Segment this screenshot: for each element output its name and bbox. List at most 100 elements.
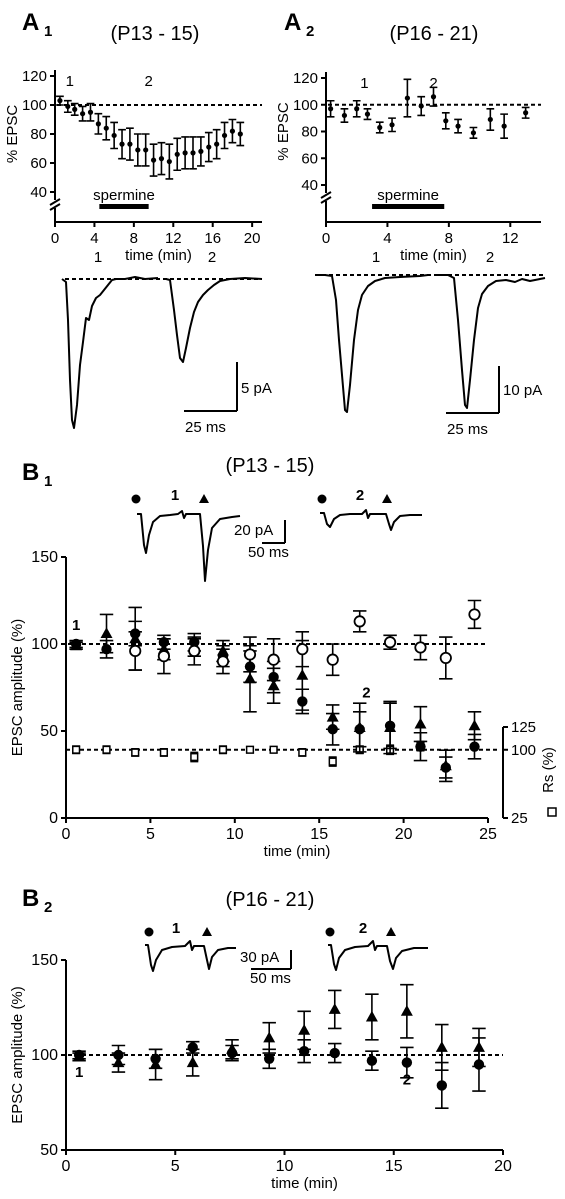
inset-label-b1-2: 2	[356, 487, 364, 504]
point-a1-0-3	[80, 111, 86, 117]
point-b2-0-9	[400, 1005, 413, 1016]
point-b2-1-2	[150, 1053, 161, 1065]
point-a1-0-0	[57, 98, 63, 104]
y-axis-label-a2: % EPSC	[275, 102, 292, 161]
x-tick-label-b1-1: 5	[146, 826, 155, 843]
x-axis-label-a1: time (min)	[125, 247, 192, 264]
rs-point-b1-5	[218, 745, 228, 754]
inset-triangle-icon-b2-2	[386, 927, 396, 936]
axis-break-a1-2	[49, 203, 61, 211]
inset-scale-x-label-b1: 50 ms	[248, 544, 289, 561]
point-b1-2-6	[296, 643, 309, 656]
plot-b1: 0 50 100 150 0 5 10 15 20 25 time (min) EPSC amplit…	[9, 549, 557, 860]
point-a2-0-8	[430, 94, 437, 100]
point-b1-2-2	[188, 644, 201, 658]
point-a2-0-12	[487, 116, 493, 123]
point-b1-1-11	[384, 720, 396, 731]
inset-scale-y-label-b2: 30 pA	[240, 949, 279, 966]
panel-sublabel-b2: 2	[44, 899, 52, 916]
y-tick-label-a2-4: 120	[293, 70, 318, 87]
panel-title-b1: (P13 - 15)	[226, 455, 315, 477]
inset-trace-b2-2	[328, 940, 428, 971]
y-tick-label-b1-0: 0	[49, 810, 58, 827]
point-a2-0-5	[389, 122, 395, 128]
inset-traces-b2: 1 2 30 pA 50 ms	[144, 920, 428, 987]
x-tick-label-b1-4: 20	[395, 826, 413, 843]
rs-point-b1-8	[298, 748, 307, 757]
scale-bar-x-label-a1: 25 ms	[185, 419, 226, 436]
y-tick-label-b1-1: 50	[40, 723, 58, 740]
y-axis-label-b2: EPSC amplitude (%)	[9, 986, 26, 1124]
point-a2-0-13	[501, 123, 507, 129]
point-a1-0-21	[221, 132, 228, 139]
panel-sublabel-a2: 2	[306, 23, 314, 40]
point-a1-0-11	[143, 147, 149, 153]
x-tick-label-b2-1: 5	[171, 1158, 180, 1175]
point-b1-2-0	[129, 644, 142, 658]
traces-a2: 1 2 10 pA 25 ms	[315, 249, 546, 438]
point-b1-1-8	[297, 696, 308, 707]
x-tick-label-a2-3: 12	[502, 230, 519, 247]
point-b1-1-13	[440, 762, 451, 773]
point-a1-0-13	[158, 156, 165, 162]
point-a1-0-15	[174, 151, 180, 157]
x-tick-label-a1-0: 0	[51, 230, 59, 247]
point-b2-1-7	[329, 1047, 340, 1059]
y-tick-label-a1-3: 100	[22, 97, 47, 114]
point-a1-0-22	[229, 128, 236, 134]
y-axis-label-b1: EPSC amplitude (%)	[9, 619, 26, 757]
marker-label-b1-0: 1	[72, 617, 80, 634]
panel-sublabel-b1: 1	[44, 473, 52, 490]
x-tick-label-b1-3: 15	[310, 826, 328, 843]
point-a1-0-2	[72, 106, 78, 112]
epsc-trace-a1-2	[165, 277, 263, 363]
point-b1-1-9	[327, 724, 338, 735]
x-tick-label-b2-0: 0	[62, 1158, 71, 1175]
panel-label-a1: A	[22, 9, 39, 36]
point-a1-0-23	[237, 131, 243, 137]
x-axis-label-b1: time (min)	[264, 843, 331, 860]
y-axis-label-a1: % EPSC	[4, 105, 21, 164]
x-tick-label-a1-3: 12	[165, 230, 182, 247]
y-tick-label-a2-0: 40	[301, 177, 318, 194]
point-a1-0-18	[198, 148, 204, 154]
inset-traces-b1: 1 2 20 pA 50 ms	[131, 487, 422, 582]
rs-tick-label-b1-1: 100	[511, 742, 536, 759]
point-b1-1-14	[469, 741, 480, 752]
axis-break-a2-2	[320, 196, 332, 204]
point-b2-0-6	[298, 1024, 311, 1035]
spermine-label-a1: spermine	[93, 187, 155, 204]
point-a1-0-16	[182, 150, 188, 156]
point-b1-2-9	[383, 636, 397, 649]
point-b1-2-3	[216, 655, 230, 668]
x-tick-label-b2-4: 20	[494, 1158, 512, 1175]
rs-point-b1-3	[159, 748, 169, 757]
marker-label-b2-0: 1	[75, 1064, 83, 1081]
spermine-bar-a1	[99, 204, 149, 209]
point-b1-2-11	[439, 651, 452, 665]
point-a2-0-6	[404, 95, 410, 101]
trace-label-a1-2: 2	[208, 249, 216, 266]
y-tick-label-a2-2: 80	[301, 124, 318, 141]
inset-trace-b1-1	[137, 510, 241, 582]
panel-b1: B 1 (P13 - 15) 0 50 100 150 0 5 10 15 20 25 time (…	[9, 455, 557, 860]
point-a2-0-1	[341, 112, 348, 119]
scale-bar-x-label-a2: 25 ms	[447, 421, 488, 438]
rs-legend-square-icon-b1	[547, 807, 557, 817]
x-tick-label-a1-5: 20	[244, 230, 261, 247]
panel-title-a1: (P13 - 15)	[111, 23, 200, 45]
point-b2-1-11	[473, 1059, 485, 1070]
trace-label-a2-1: 1	[372, 249, 380, 266]
point-b2-1-9	[401, 1057, 413, 1068]
x-tick-label-a2-2: 8	[445, 230, 453, 247]
rs-point-b1-4	[190, 752, 199, 762]
epsc-trace-a2-1	[315, 274, 429, 413]
inset-trace-b2-1	[145, 940, 236, 972]
point-b2-1-10	[436, 1080, 448, 1091]
point-b2-1-8	[366, 1055, 378, 1066]
x-tick-label-a2-0: 0	[322, 230, 330, 247]
epsc-trace-a1-1	[61, 276, 159, 429]
